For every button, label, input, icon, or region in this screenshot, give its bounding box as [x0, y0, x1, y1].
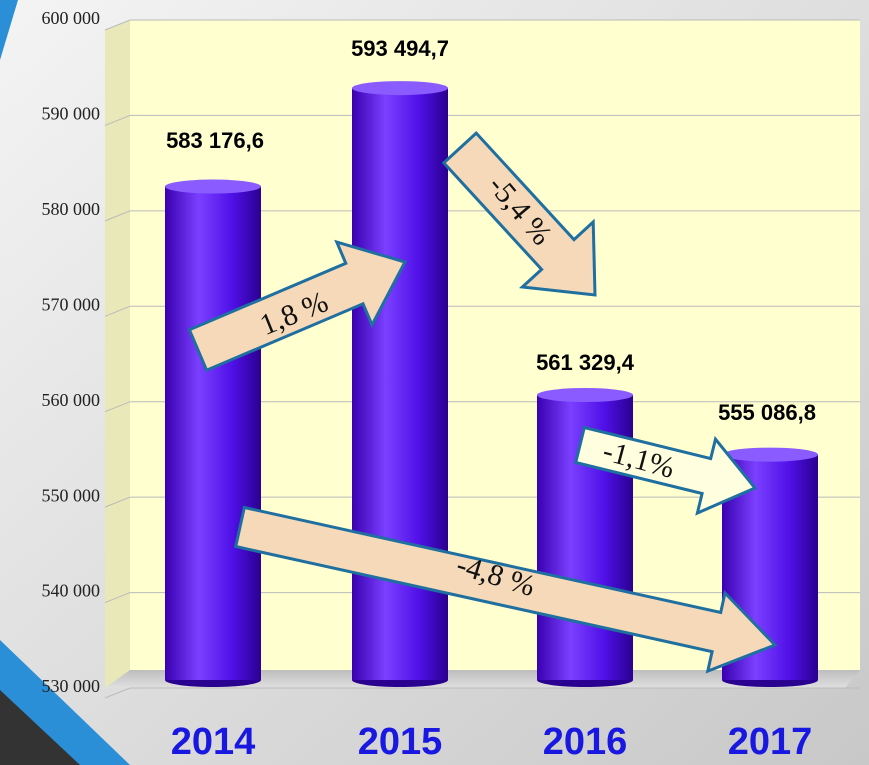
y-tick-label: 530 000 [42, 676, 101, 696]
year-label: 2015 [358, 721, 443, 763]
side-wall [105, 20, 130, 688]
y-tick-label: 550 000 [42, 485, 101, 505]
bar [165, 186, 261, 680]
bar-top [537, 388, 633, 403]
bar-top [352, 81, 448, 96]
value-label: 561 329,4 [536, 350, 635, 375]
year-label: 2017 [728, 721, 813, 763]
plot: 530 000 540 000 550 000 560 000 570 000 580 0… [42, 8, 860, 763]
grid-line [104, 210, 131, 222]
y-tick-label: 540 000 [42, 581, 101, 601]
value-label: 593 494,7 [351, 36, 449, 61]
corner-decoration [0, 690, 80, 765]
y-tick-label: 590 000 [42, 104, 101, 124]
floor [105, 670, 860, 688]
year-label: 2014 [171, 721, 256, 763]
value-label: 583 176,6 [166, 128, 264, 153]
y-tick-label: 600 000 [42, 8, 101, 28]
bar-top [722, 447, 818, 462]
grid-line [104, 592, 131, 604]
arrow [187, 239, 408, 373]
grid-line [104, 114, 131, 126]
year-label: 2016 [543, 721, 628, 763]
y-tick-label: 560 000 [42, 390, 101, 410]
grid-line [104, 305, 131, 317]
corner-decoration [0, 0, 18, 60]
grid-line [104, 19, 131, 31]
arrow [441, 130, 597, 297]
grid-line [104, 401, 131, 413]
grid-line [104, 687, 131, 699]
grid-line [104, 496, 131, 508]
y-tick-label: 580 000 [42, 199, 101, 219]
value-label: 555 086,8 [718, 400, 816, 425]
y-tick-label: 570 000 [42, 294, 101, 314]
arrow [573, 425, 758, 516]
bar-top [165, 179, 261, 194]
arrow [233, 505, 778, 674]
